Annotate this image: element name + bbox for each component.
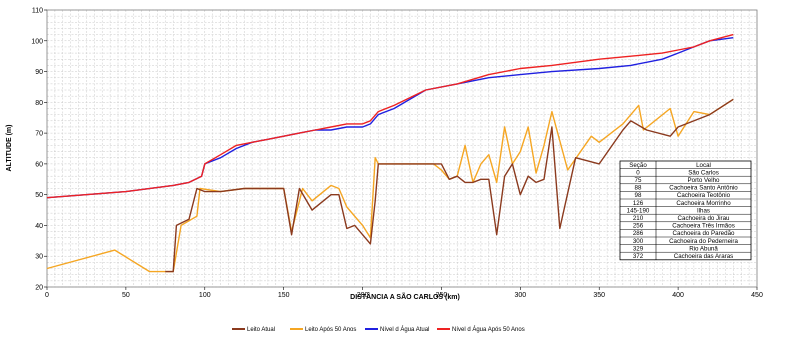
table-cell-section: 75 (635, 177, 642, 184)
table-frame (619, 160, 752, 261)
y-tick-label: 90 (35, 69, 43, 76)
y-tick-label: 40 (35, 223, 43, 230)
table-cell-local: Cachoeira do Paredão (673, 230, 735, 237)
table-cell-local: Cachoeira das Araras (674, 253, 734, 260)
legend-label: Leito Após 50 Anos (305, 327, 356, 333)
x-tick-label: 0 (45, 292, 49, 299)
y-tick-label: 110 (32, 8, 43, 15)
table-cell-section: 372 (633, 253, 644, 260)
table-cell-local: Cachoeira Santo Antônio (669, 185, 738, 192)
table-cell-local: Ilhas (697, 207, 710, 214)
x-tick-label: 250 (436, 292, 448, 299)
table-cell-section: 145-190 (627, 207, 650, 214)
table-cell-section: 286 (633, 230, 644, 237)
table-cell-local: São Carlos (688, 169, 719, 176)
table-cell-section: 98 (635, 192, 642, 199)
table-cell-local: Cachoeira Teotônio (677, 192, 731, 199)
x-tick-label: 200 (357, 292, 369, 299)
table-cell-local: Cachoeira Morrinho (676, 200, 731, 207)
x-tick-label: 50 (122, 292, 130, 299)
table-cell-local: Cachoeira do Jirau (678, 215, 730, 222)
y-tick-label: 50 (35, 192, 43, 199)
x-tick-label: 100 (199, 292, 211, 299)
location-table: Seção Local 0 São Carlos 75 Porto Velho 88 Cach… (619, 160, 752, 261)
plot-frame (46, 9, 758, 288)
series-lines (46, 33, 734, 273)
y-tick-label: 70 (35, 131, 43, 138)
legend-label: Leito Atual (247, 327, 275, 333)
table-cell-section: 210 (633, 215, 644, 222)
x-tick-label: 150 (278, 292, 290, 299)
y-tick-label: 30 (35, 254, 43, 261)
table-cell-section: 300 (633, 238, 644, 245)
y-tick-label: 60 (35, 161, 43, 168)
table-header-local: Local (696, 162, 711, 169)
table-cell-section: 0 (636, 169, 640, 176)
x-tick-label: 300 (514, 292, 526, 299)
table-cell-section: 88 (635, 185, 642, 192)
y-tick-label: 20 (35, 285, 43, 292)
x-tick-label: 400 (672, 292, 684, 299)
y-tick-label: 80 (35, 100, 43, 107)
legend: Leito Atual Leito Após 50 Anos Nível d Águ… (232, 326, 525, 333)
table-cell-section: 329 (633, 245, 644, 252)
legend-label: Nível d Água Atual (380, 326, 429, 333)
series-line-1 (165, 98, 734, 273)
table-cell-section: 126 (633, 200, 644, 207)
table-cell-section: 256 (633, 223, 644, 230)
axes: 0 50 100 150 200 250 300 350 400 450 20 30 40 50 60 70 8… (31, 8, 763, 300)
x-axis-title: DISTÂNCIA A SÃO CARLOS (km) (350, 292, 460, 301)
y-tick-label: 100 (31, 38, 43, 45)
x-tick-label: 350 (593, 292, 605, 299)
table-cell-local: Rio Abunã (689, 245, 718, 252)
y-axis-title: ALTITUDE (m) (6, 125, 13, 172)
x-tick-label: 450 (751, 292, 763, 299)
table-cell-local: Porto Velho (688, 177, 721, 184)
table-cell-local: Cachoeira Três Irmãos (672, 223, 735, 230)
table-header-section: Seção (629, 162, 647, 169)
table-cell-local: Cachoeira do Pederneira (669, 238, 738, 245)
legend-label: Nível d Água Após 50 Anos (452, 326, 525, 333)
series-line-4 (46, 33, 734, 199)
